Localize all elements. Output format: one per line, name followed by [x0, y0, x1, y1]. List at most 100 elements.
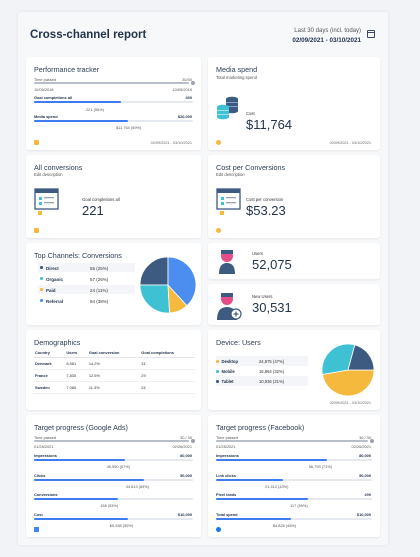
column-header[interactable]: Users: [64, 348, 87, 358]
target-current: 21,412 (43%): [265, 483, 289, 489]
browser-chart-icon: [34, 188, 59, 215]
time-bar: [216, 440, 368, 443]
channel-name: Direct: [46, 265, 59, 271]
legend-dot: [40, 266, 43, 269]
channel-row: Paid 24 (11%): [38, 285, 135, 294]
card-title: All conversions: [34, 163, 83, 172]
browser-money-icon: [216, 188, 241, 215]
progress-fill: [34, 478, 144, 481]
metric-value: 30,531: [252, 300, 292, 315]
target-progress-bar: [216, 498, 372, 501]
device-row: Desktop 24,875 (47%): [216, 356, 308, 366]
metric-label: Goal completions all: [82, 197, 120, 202]
report-title: Cross-channel report: [30, 29, 147, 41]
date-range[interactable]: Last 30 days (incl. today) 02/09/2021 - …: [292, 27, 361, 45]
channel-row: Referral 84 (38%): [38, 296, 135, 305]
pie-slice-mobile[interactable]: [321, 343, 356, 375]
target-current: 158 (53%): [100, 503, 119, 508]
card-title: Top Channels: Conversions: [34, 251, 122, 260]
target-current: 117 (59%): [290, 503, 308, 508]
time-end: 02/26/2021: [172, 444, 192, 449]
target-label: Link clicks: [216, 472, 236, 478]
target-current: 34,613 (69%): [125, 483, 150, 489]
table-cell: France: [33, 369, 65, 382]
target-label: Clicks: [34, 472, 46, 478]
pie-slice-direct[interactable]: [139, 256, 169, 286]
card-footer-date: 02/09/2021 - 03/10/2021: [329, 401, 371, 405]
legend-dot: [40, 288, 43, 291]
target-value: 200: [364, 492, 372, 497]
device-pie-chart[interactable]: [320, 342, 376, 398]
channel-value: 55 (25%): [90, 265, 109, 271]
top-channels-pie-chart[interactable]: [138, 255, 198, 315]
target-current: 45,550 (57%): [106, 464, 130, 469]
device-value: 16,864 (32%): [258, 368, 285, 374]
user-icon: [219, 250, 235, 274]
calendar-icon[interactable]: [367, 30, 375, 38]
time-bar: [34, 440, 189, 443]
target-progress-bar: [34, 459, 193, 462]
new-user-icon: [217, 293, 242, 320]
cost-per-conversion-card: Cost per Conversions Edit description Co…: [208, 155, 380, 238]
time-start: 10/05/2018: [34, 87, 54, 92]
column-header[interactable]: Goal conversion: [86, 348, 140, 358]
goal-bar: [34, 101, 193, 104]
time-start: 01/28/2021: [34, 444, 54, 449]
analytics-icon: [216, 228, 221, 233]
target-facebook-card: Target progress (Facebook) Time passed 3…: [208, 415, 380, 537]
legend-dot: [216, 370, 219, 373]
target-label: Pixel leads: [216, 492, 237, 497]
pie-slice-referral[interactable]: [167, 256, 197, 307]
target-label: Impressions: [216, 453, 239, 458]
metric-label: New Users: [252, 294, 273, 299]
channel-name: Organic: [46, 276, 64, 282]
spend-target: $20,000: [177, 114, 192, 119]
table-cell: 7,089: [64, 381, 87, 394]
metric-value: $11,764: [246, 117, 293, 132]
column-header[interactable]: Country: [33, 348, 65, 358]
legend-dot: [40, 277, 43, 280]
card-title: Cost per Conversions: [216, 163, 286, 172]
target-value: $10,000: [356, 511, 371, 517]
table-row: France 7,835 12.5% 29: [33, 369, 195, 382]
column-header[interactable]: Goal completions: [139, 348, 195, 358]
target-progress-bar: [34, 478, 193, 481]
legend-dot: [216, 360, 219, 363]
device-value: 24,875 (47%): [258, 358, 285, 364]
channel-name: Paid: [46, 287, 56, 293]
channel-row: Organic 57 (26%): [38, 274, 135, 283]
progress-fill: [216, 459, 327, 462]
progress-fill: [34, 517, 128, 520]
pie-slice-desktop[interactable]: [321, 369, 375, 397]
analytics-icon: [34, 140, 39, 145]
target-label: Total spend: [216, 511, 238, 517]
table-cell: 7,835: [64, 369, 87, 382]
card-subtitle: Edit description: [34, 172, 63, 177]
target-google-card: Target progress (Google Ads) Time passed…: [26, 415, 201, 537]
progress-fill: [216, 517, 291, 520]
device-legend-table: Desktop 24,875 (47%) Mobile 16,864 (32%)…: [216, 356, 308, 386]
device-row: Tablet 10,936 (21%): [216, 376, 308, 386]
time-start: 01/28/2021: [216, 444, 236, 449]
demographics-table: Country Users Goal conversion Goal compl…: [33, 348, 195, 394]
card-title: Device: Users: [216, 338, 261, 347]
time-label: Time passed: [216, 435, 239, 440]
pie-slice-tablet[interactable]: [347, 344, 375, 371]
device-value: 10,936 (21%): [258, 378, 285, 384]
device-name: Desktop: [221, 358, 239, 364]
date-range-dates: 02/09/2021 - 03/10/2021: [292, 37, 361, 44]
device-row: Mobile 16,864 (32%): [216, 366, 308, 376]
pie-slice-organic[interactable]: [139, 284, 171, 314]
time-label: Time passed: [34, 435, 57, 440]
progress-fill: [216, 478, 284, 481]
table-row: Sweden 7,089 11.3% 24: [33, 381, 195, 394]
table-cell: 24: [139, 381, 195, 394]
card-title: Target progress (Facebook): [216, 423, 305, 432]
google-ads-icon: [34, 527, 39, 532]
coins-icon: [217, 96, 238, 120]
target-current: $4,826 (48%): [272, 522, 297, 528]
target-value: $10,000: [177, 511, 192, 517]
target-value: 80,000: [359, 453, 371, 458]
progress-fill: [34, 459, 125, 462]
channel-value: 57 (26%): [90, 276, 109, 282]
